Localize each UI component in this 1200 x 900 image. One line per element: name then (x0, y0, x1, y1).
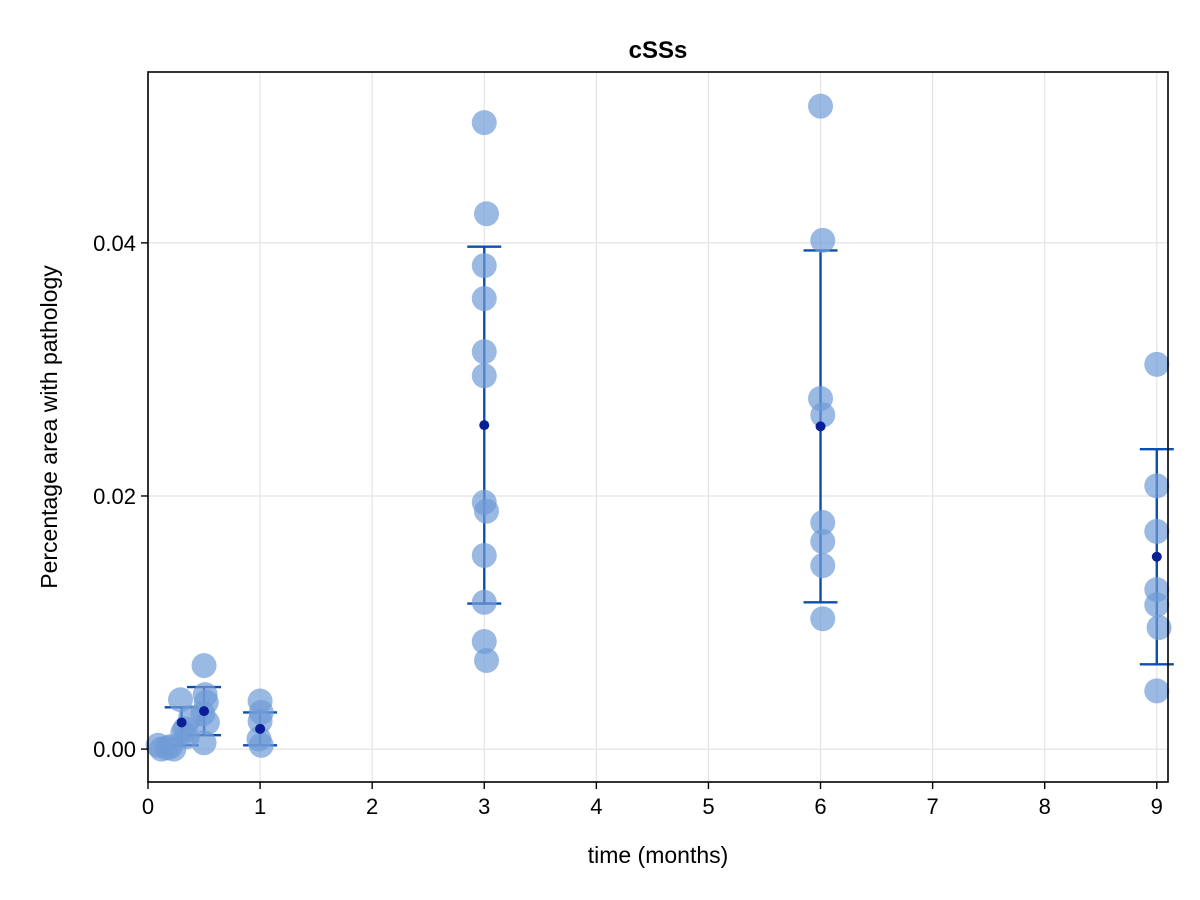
measurement-point (471, 629, 497, 655)
x-tick-label: 0 (142, 794, 154, 819)
measurement-point (1144, 592, 1170, 618)
measurement-point (471, 542, 497, 568)
measurement-point (471, 363, 497, 389)
measurement-point (474, 648, 500, 674)
measurement-point (471, 339, 497, 365)
measurement-point (191, 653, 217, 679)
measurement-point (471, 110, 497, 136)
y-axis-ticks: 0.00 0.02 0.04 (93, 231, 148, 762)
measurement-point (808, 93, 834, 119)
x-axis-title: time (months) (588, 842, 729, 868)
x-tick-label: 8 (1039, 794, 1051, 819)
mean-marker (815, 421, 826, 432)
measurement-point (1144, 473, 1170, 499)
y-axis-title: Percentage area with pathology (36, 265, 62, 589)
x-tick-label: 7 (926, 794, 938, 819)
x-tick-label: 5 (702, 794, 714, 819)
measurement-points (145, 93, 1172, 762)
measurement-point (248, 732, 274, 758)
x-tick-label: 9 (1151, 794, 1163, 819)
y-tick-label: 0.02 (93, 484, 136, 509)
measurement-point (810, 529, 836, 555)
mean-marker (255, 723, 266, 734)
plot-frame (147, 71, 1169, 783)
measurement-point (1144, 518, 1170, 544)
mean-marker (479, 420, 490, 431)
measurement-point (474, 201, 500, 227)
measurement-point (810, 553, 836, 579)
measurement-point (1144, 678, 1170, 704)
y-tick-label: 0.04 (93, 231, 136, 256)
x-tick-label: 4 (590, 794, 602, 819)
measurement-point (247, 708, 273, 734)
measurement-point (1144, 351, 1170, 377)
measurement-point (474, 498, 500, 524)
mean-markers (176, 420, 1162, 734)
x-tick-label: 2 (366, 794, 378, 819)
measurement-point (471, 253, 497, 279)
x-axis-ticks: 0 1 2 3 4 5 6 7 8 9 (142, 782, 1163, 819)
measurement-point (194, 710, 220, 736)
y-tick-label: 0.00 (93, 737, 136, 762)
mean-marker (1151, 551, 1162, 562)
measurement-point (1146, 615, 1172, 641)
measurement-point (191, 730, 217, 756)
x-tick-label: 3 (478, 794, 490, 819)
measurement-point (810, 227, 836, 253)
measurement-point (810, 402, 836, 428)
mean-marker (176, 717, 187, 728)
chart-title: cSSs (629, 37, 688, 64)
mean-marker (199, 706, 210, 717)
measurement-point (471, 589, 497, 615)
x-tick-label: 1 (254, 794, 266, 819)
measurement-point (471, 286, 497, 312)
measurement-point (810, 606, 836, 632)
x-tick-label: 6 (814, 794, 826, 819)
measurement-point (810, 510, 836, 536)
